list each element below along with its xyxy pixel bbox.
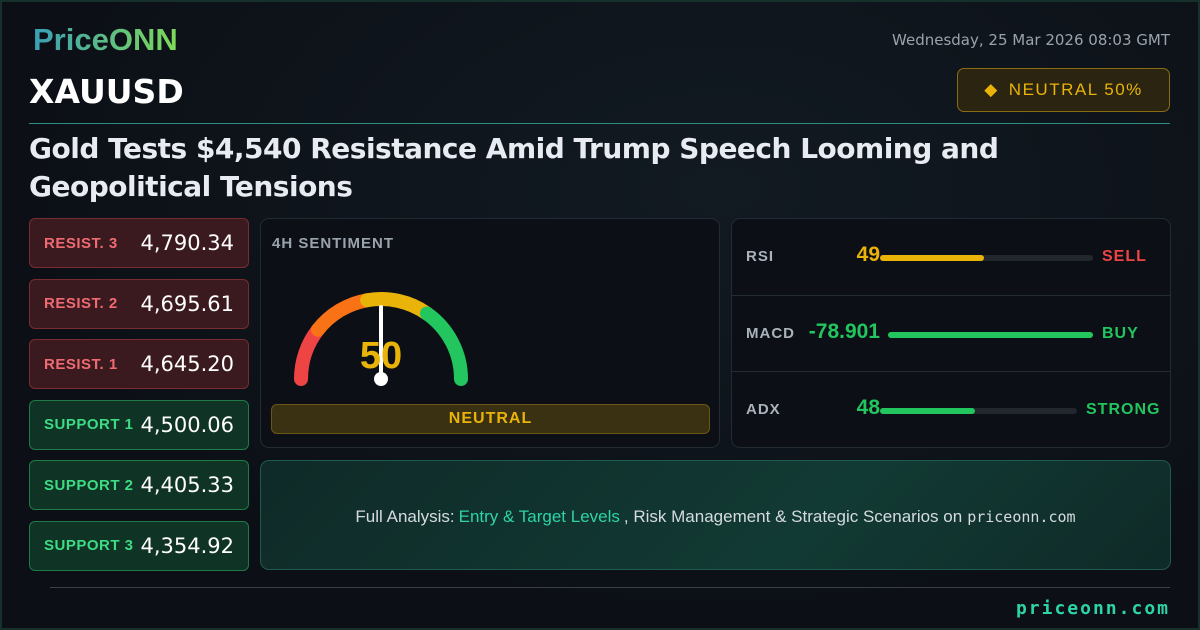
level-label: RESIST. 3 (44, 234, 118, 252)
indicator-signal: BUY (1102, 324, 1139, 342)
indicator-signal: STRONG (1086, 401, 1161, 419)
level-value: 4,790.34 (140, 231, 234, 255)
cta-site: priceonn.com (967, 508, 1076, 526)
indicator-bar-track (880, 255, 1093, 261)
level-value: 4,500.06 (140, 412, 234, 437)
gauge-segment (310, 293, 375, 337)
sentiment-card: 4H SENTIMENT 50 NEUTRAL (260, 218, 720, 448)
needle-hub (374, 372, 388, 386)
gauge-value: 50 (360, 335, 402, 377)
badge-label: NEUTRAL 50% (1008, 80, 1143, 99)
level-resistance: RESIST. 3 4,790.34 (29, 218, 249, 268)
gauge-segment (419, 306, 468, 386)
full-analysis-link[interactable]: Full Analysis: Entry & Target Levels , R… (260, 460, 1171, 570)
gauge-segment (294, 322, 325, 386)
indicator-value: 49 (856, 243, 880, 266)
indicator-bar-fill (880, 255, 985, 261)
indicators-card: RSI 49 SELL MACD -78.901 BUY ADX 48 STRONG (731, 218, 1171, 448)
sentiment-title: 4H SENTIMENT (272, 235, 395, 252)
cta-middle: , Risk Management & Strategic Scenarios … (623, 507, 963, 526)
level-support: SUPPORT 2 4,405.33 (29, 460, 249, 510)
priceonn-logo: PriceONN (33, 22, 178, 57)
level-support: SUPPORT 3 4,354.92 (29, 520, 249, 571)
indicator-name: RSI (746, 248, 775, 265)
indicator-value: -78.901 (808, 319, 880, 343)
footer-divider (50, 587, 1170, 588)
diamond-icon: ◆ (984, 80, 999, 99)
footer-site-link[interactable]: priceonn.com (1015, 598, 1170, 619)
indicator-bar-track (880, 408, 1077, 415)
level-label: SUPPORT 1 (44, 416, 134, 433)
indicator-bar-fill (888, 331, 1093, 338)
indicator-signal: SELL (1102, 248, 1147, 265)
level-support: SUPPORT 1 4,500.06 (29, 399, 249, 450)
level-value: 4,645.20 (140, 352, 234, 376)
sentiment-badge: ◆ NEUTRAL 50% (957, 68, 1170, 112)
level-value: 4,354.92 (140, 533, 234, 558)
indicator-bar-fill (880, 408, 975, 415)
indicator-macd: MACD -78.901 BUY (732, 296, 1170, 373)
symbol: XAUUSD (29, 72, 184, 111)
level-label: SUPPORT 2 (44, 476, 134, 494)
sentiment-label: NEUTRAL (271, 404, 710, 434)
cta-prefix: Full Analysis: (355, 507, 455, 526)
gauge-segment (360, 292, 434, 321)
divider (29, 123, 1170, 124)
level-value: 4,695.61 (140, 291, 234, 316)
date-time: Wednesday, 25 Mar 2026 08:03 GMT (892, 31, 1170, 49)
level-label: RESIST. 2 (44, 295, 118, 312)
indicator-value: 48 (856, 396, 880, 420)
level-label: RESIST. 1 (44, 355, 118, 373)
level-resistance: RESIST. 2 4,695.61 (29, 278, 249, 329)
headline: Gold Tests $4,540 Resistance Amid Trump … (29, 132, 999, 203)
indicator-adx: ADX 48 STRONG (732, 372, 1170, 449)
sentiment-gauge: 50 (294, 292, 468, 386)
indicator-name: ADX (746, 401, 781, 419)
indicator-name: MACD (746, 324, 795, 342)
cta-highlight: Entry & Target Levels (458, 507, 620, 526)
level-label: SUPPORT 3 (44, 537, 134, 554)
indicator-bar-track (888, 331, 1093, 338)
level-resistance: RESIST. 1 4,645.20 (29, 339, 249, 389)
indicator-rsi: RSI 49 SELL (732, 219, 1170, 296)
level-value: 4,405.33 (140, 473, 234, 497)
levels-list: RESIST. 3 4,790.34 RESIST. 2 4,695.61 RESIST… (29, 218, 249, 581)
